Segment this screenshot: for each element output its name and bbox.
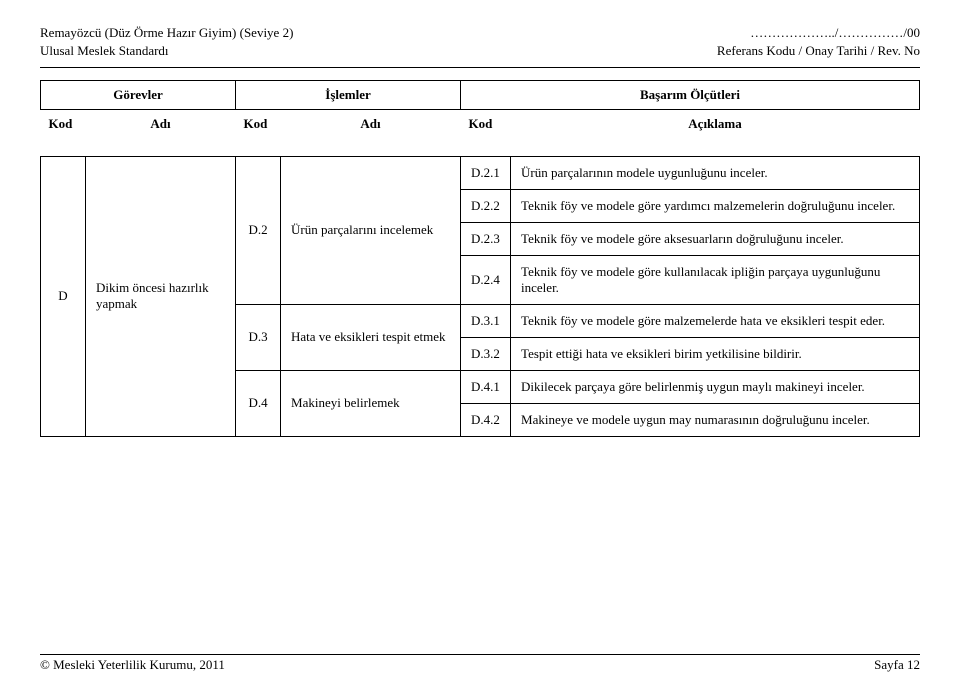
sub-kod1: Kod [41,110,86,139]
sub-aciklama: Açıklama [511,110,920,139]
header-right: ………………../……………/00 Referans Kodu / Onay T… [717,24,920,59]
crit-d41-kod: D.4.1 [461,370,511,403]
subhead-row: Kod Adı Kod Adı Kod Açıklama [41,110,920,139]
gap-row [41,138,920,156]
sub-adi1: Adı [86,110,236,139]
sub-adi2: Adı [281,110,461,139]
page-header: Remayözcü (Düz Örme Hazır Giyim) (Seviye… [40,24,920,59]
table-wrap: Görevler İşlemler Başarım Ölçütleri Kod … [40,80,920,437]
sub-kod3: Kod [461,110,511,139]
crit-d42-txt: Makineye ve modele uygun may numarasının… [511,403,920,436]
crit-d42-kod: D.4.2 [461,403,511,436]
crit-d22-txt: Teknik föy ve modele göre yardımcı malze… [511,189,920,222]
band-gorevler: Görevler [41,81,236,110]
header-left-line2: Ulusal Meslek Standardı [40,42,293,60]
op-d4-kod: D.4 [236,370,281,436]
crit-d22-kod: D.2.2 [461,189,511,222]
band-row: Görevler İşlemler Başarım Ölçütleri [41,81,920,110]
crit-d21-txt: Ürün parçalarının modele uygunluğunu inc… [511,156,920,189]
row-d21: D Dikim öncesi hazırlık yapmak D.2 Ürün … [41,156,920,189]
band-islemler: İşlemler [236,81,461,110]
task-kod: D [41,156,86,436]
band-basarim: Başarım Ölçütleri [461,81,920,110]
main-table: Görevler İşlemler Başarım Ölçütleri Kod … [40,80,920,437]
crit-d31-txt: Teknik föy ve modele göre malzemelerde h… [511,304,920,337]
footer-row: © Mesleki Yeterlilik Kurumu, 2011 Sayfa … [40,657,920,673]
footer-rule [40,654,920,655]
op-d2-kod: D.2 [236,156,281,304]
page: Remayözcü (Düz Örme Hazır Giyim) (Seviye… [0,0,960,691]
crit-d21-kod: D.2.1 [461,156,511,189]
op-d3-kod: D.3 [236,304,281,370]
footer-right: Sayfa 12 [874,657,920,673]
crit-d24-txt: Teknik föy ve modele göre kullanılacak i… [511,255,920,304]
crit-d23-kod: D.2.3 [461,222,511,255]
crit-d24-kod: D.2.4 [461,255,511,304]
header-left: Remayözcü (Düz Örme Hazır Giyim) (Seviye… [40,24,293,59]
header-left-line1: Remayözcü (Düz Örme Hazır Giyim) (Seviye… [40,24,293,42]
crit-d32-txt: Tespit ettiği hata ve eksikleri birim ye… [511,337,920,370]
page-footer: © Mesleki Yeterlilik Kurumu, 2011 Sayfa … [40,654,920,673]
crit-d23-txt: Teknik föy ve modele göre aksesuarların … [511,222,920,255]
sub-kod2: Kod [236,110,281,139]
op-d2-adi: Ürün parçalarını incelemek [281,156,461,304]
task-adi: Dikim öncesi hazırlık yapmak [86,156,236,436]
header-rule [40,67,920,68]
header-right-line1: ………………../……………/00 [717,24,920,42]
footer-left: © Mesleki Yeterlilik Kurumu, 2011 [40,657,225,673]
op-d4-adi: Makineyi belirlemek [281,370,461,436]
header-right-line2: Referans Kodu / Onay Tarihi / Rev. No [717,42,920,60]
crit-d32-kod: D.3.2 [461,337,511,370]
crit-d31-kod: D.3.1 [461,304,511,337]
op-d3-adi: Hata ve eksikleri tespit etmek [281,304,461,370]
crit-d41-txt: Dikilecek parçaya göre belirlenmiş uygun… [511,370,920,403]
